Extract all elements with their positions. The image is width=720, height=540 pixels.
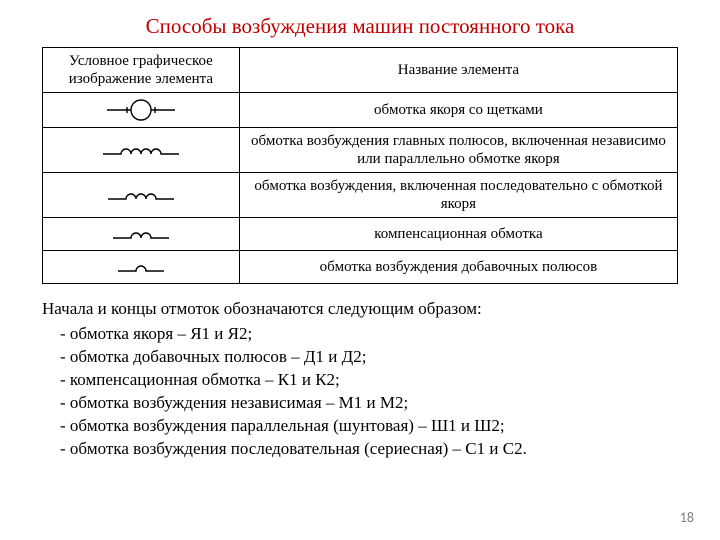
page-title: Способы возбуждения машин постоянного то… [42,14,678,39]
symbols-table: Условное графическое изображение элемент… [42,47,678,284]
header-desc: Название элемента [239,48,677,93]
notes-item: - обмотка якоря – Я1 и Я2; [42,323,678,346]
notes-item: - обмотка возбуждения последовательная (… [42,438,678,461]
symbol-cell [43,173,240,218]
header-symbol: Условное графическое изображение элемент… [43,48,240,93]
table-body: обмотка якоря со щетками обмотка возбужд… [43,93,678,284]
notes-item: - обмотка возбуждения независимая – М1 и… [42,392,678,415]
slide: Способы возбуждения машин постоянного то… [0,0,720,540]
symbol-cell [43,218,240,251]
table-row: обмотка возбуждения главных полюсов, вкл… [43,128,678,173]
table-row: обмотка возбуждения добавочных полюсов [43,251,678,284]
coil2-icon [49,222,233,246]
table-row: компенсационная обмотка [43,218,678,251]
symbol-cell [43,128,240,173]
desc-cell: обмотка возбуждения добавочных полюсов [239,251,677,284]
notes-item: - обмотка добавочных полюсов – Д1 и Д2; [42,346,678,369]
notes-intro: Начала и концы отмоток обозначаются след… [42,298,678,321]
desc-cell: компенсационная обмотка [239,218,677,251]
table-row: обмотка якоря со щетками [43,93,678,128]
table-header-row: Условное графическое изображение элемент… [43,48,678,93]
armature-icon [49,97,233,123]
coil4-icon [49,138,233,162]
desc-cell: обмотка возбуждения главных полюсов, вкл… [239,128,677,173]
notes-item: - обмотка возбуждения параллельная (шунт… [42,415,678,438]
symbol-cell [43,251,240,284]
coil3-icon [49,183,233,207]
coil1-icon [49,255,233,279]
table-row: обмотка возбуждения, включенная последов… [43,173,678,218]
notes-block: Начала и концы отмоток обозначаются след… [42,298,678,461]
notes-item: - компенсационная обмотка – К1 и К2; [42,369,678,392]
page-number: 18 [680,509,694,526]
desc-cell: обмотка якоря со щетками [239,93,677,128]
desc-cell: обмотка возбуждения, включенная последов… [239,173,677,218]
symbol-cell [43,93,240,128]
